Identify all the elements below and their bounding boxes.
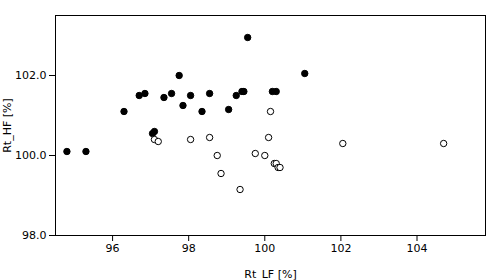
svg-text:100: 100	[254, 242, 275, 255]
svg-text:100.0: 100.0	[15, 149, 47, 162]
svg-text:104: 104	[407, 242, 428, 255]
svg-text:102: 102	[330, 242, 351, 255]
svg-text:Rt_LF [%]: Rt_LF [%]	[244, 268, 296, 280]
svg-text:98.0: 98.0	[22, 229, 47, 242]
svg-text:Rt_HF [%]: Rt_HF [%]	[1, 98, 14, 153]
svg-text:98: 98	[182, 242, 196, 255]
svg-text:102.0: 102.0	[15, 69, 47, 82]
svg-text:96: 96	[106, 242, 120, 255]
